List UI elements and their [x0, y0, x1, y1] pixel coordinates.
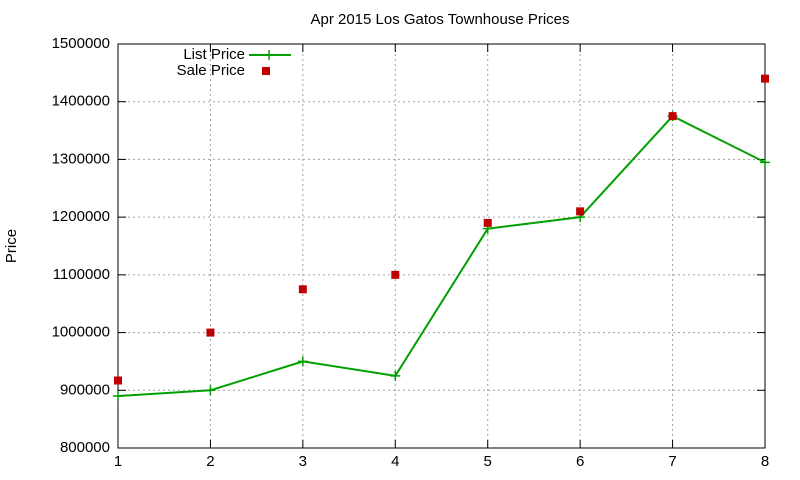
y-tick-label: 900000: [60, 381, 110, 398]
x-tick-label: 5: [484, 453, 492, 470]
point-marker: [113, 391, 123, 402]
point-marker: [114, 376, 122, 385]
point-marker: [760, 157, 770, 168]
y-tick-label: 1100000: [53, 266, 110, 283]
x-tick-label: 3: [299, 453, 307, 470]
point-marker: [297, 356, 308, 367]
series-line: [117, 114, 766, 398]
legend-marker: [264, 50, 274, 60]
point-marker: [668, 112, 677, 121]
point-marker: [206, 328, 215, 337]
legend-marker: [262, 67, 270, 75]
x-tick-label: 1: [114, 453, 122, 470]
y-tick-label: 1500000: [52, 35, 110, 52]
y-axis-label: Price: [3, 229, 20, 263]
y-tick-label: 1300000: [52, 150, 110, 167]
x-tick-label: 2: [206, 453, 214, 470]
point-marker: [391, 270, 400, 279]
point-marker: [205, 385, 216, 396]
x-tick-label: 8: [761, 453, 769, 470]
point-marker: [483, 218, 492, 227]
point-marker: [761, 74, 769, 83]
point-marker: [576, 207, 585, 216]
point-marker: [298, 285, 307, 294]
x-tick-label: 7: [668, 453, 676, 470]
point-marker: [390, 370, 401, 381]
y-tick-label: 800000: [60, 439, 110, 456]
legend-label: List Price: [183, 46, 245, 63]
y-tick-label: 1200000: [52, 208, 110, 225]
y-tick-label: 1000000: [52, 324, 110, 341]
x-tick-label: 6: [576, 453, 584, 470]
chart-title: Apr 2015 Los Gatos Townhouse Prices: [310, 11, 569, 28]
legend-label: Sale Price: [177, 62, 245, 79]
plot-border: [117, 43, 766, 449]
y-tick-label: 1400000: [52, 93, 110, 110]
x-tick-label: 4: [391, 453, 399, 470]
